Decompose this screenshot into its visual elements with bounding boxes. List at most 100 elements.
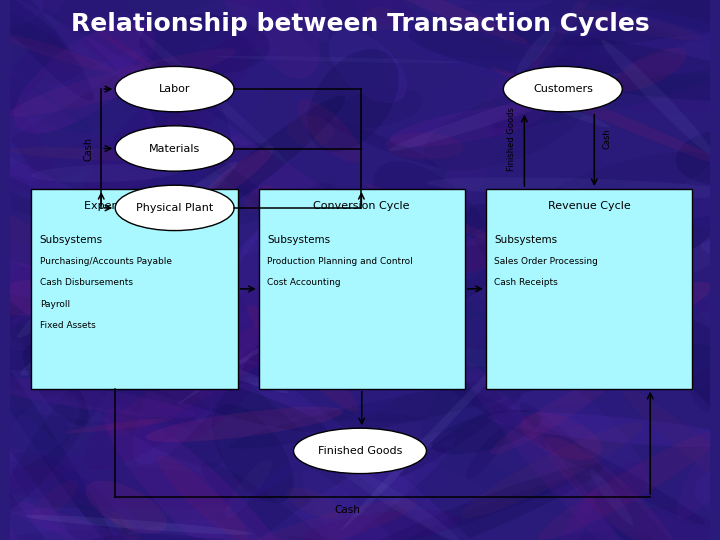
Ellipse shape	[9, 147, 163, 161]
Ellipse shape	[70, 143, 267, 226]
Ellipse shape	[177, 275, 370, 404]
Ellipse shape	[217, 334, 476, 522]
Ellipse shape	[306, 510, 459, 540]
Ellipse shape	[0, 508, 122, 540]
Ellipse shape	[92, 27, 154, 68]
Ellipse shape	[115, 126, 234, 171]
Ellipse shape	[620, 385, 720, 521]
Ellipse shape	[679, 0, 720, 110]
Text: Payroll: Payroll	[40, 300, 70, 309]
Ellipse shape	[0, 0, 162, 65]
Ellipse shape	[280, 188, 418, 239]
Ellipse shape	[246, 305, 359, 413]
Ellipse shape	[114, 51, 279, 252]
Ellipse shape	[494, 324, 600, 346]
Ellipse shape	[0, 188, 15, 259]
Ellipse shape	[0, 530, 201, 540]
Ellipse shape	[0, 282, 148, 363]
Ellipse shape	[214, 183, 341, 352]
Ellipse shape	[250, 0, 329, 42]
Ellipse shape	[77, 505, 240, 540]
Ellipse shape	[0, 294, 117, 540]
Ellipse shape	[560, 462, 647, 540]
Ellipse shape	[0, 0, 94, 100]
Ellipse shape	[336, 255, 462, 349]
Ellipse shape	[423, 87, 586, 171]
Text: Cash: Cash	[335, 505, 361, 515]
Ellipse shape	[121, 0, 366, 32]
Ellipse shape	[24, 515, 252, 535]
Ellipse shape	[106, 0, 323, 147]
FancyBboxPatch shape	[258, 189, 465, 389]
Ellipse shape	[411, 83, 477, 162]
Ellipse shape	[456, 355, 624, 540]
Ellipse shape	[0, 350, 290, 378]
Ellipse shape	[490, 373, 617, 455]
Ellipse shape	[139, 14, 270, 75]
Ellipse shape	[406, 475, 581, 540]
Ellipse shape	[31, 318, 126, 362]
Ellipse shape	[11, 452, 128, 540]
Ellipse shape	[558, 217, 717, 309]
Ellipse shape	[140, 118, 243, 256]
Text: Cost Accounting: Cost Accounting	[267, 278, 341, 287]
Ellipse shape	[84, 273, 309, 469]
Ellipse shape	[0, 465, 269, 509]
Ellipse shape	[165, 355, 261, 443]
Ellipse shape	[23, 345, 89, 426]
Ellipse shape	[503, 0, 720, 46]
Ellipse shape	[0, 363, 70, 451]
Text: Cash Receipts: Cash Receipts	[495, 278, 558, 287]
Ellipse shape	[415, 0, 720, 76]
Ellipse shape	[336, 87, 423, 128]
Ellipse shape	[574, 475, 720, 540]
Ellipse shape	[115, 66, 234, 112]
Ellipse shape	[539, 429, 720, 540]
Ellipse shape	[0, 498, 217, 540]
Ellipse shape	[0, 34, 114, 72]
Ellipse shape	[294, 428, 426, 474]
FancyBboxPatch shape	[486, 189, 692, 389]
Ellipse shape	[178, 200, 263, 288]
Text: Cash: Cash	[84, 137, 94, 160]
Ellipse shape	[318, 450, 459, 540]
Ellipse shape	[0, 48, 147, 199]
Ellipse shape	[366, 186, 580, 324]
Ellipse shape	[567, 308, 628, 354]
Ellipse shape	[0, 0, 43, 30]
Ellipse shape	[575, 235, 720, 375]
Text: Expenditure Cycle: Expenditure Cycle	[84, 201, 185, 211]
Ellipse shape	[302, 469, 469, 540]
Ellipse shape	[258, 168, 447, 302]
Ellipse shape	[423, 308, 516, 368]
Ellipse shape	[66, 0, 413, 24]
Ellipse shape	[0, 0, 19, 65]
Ellipse shape	[78, 352, 326, 433]
Ellipse shape	[649, 313, 720, 511]
Ellipse shape	[0, 23, 95, 272]
Ellipse shape	[275, 334, 452, 379]
Ellipse shape	[0, 208, 58, 271]
Ellipse shape	[521, 413, 602, 460]
Ellipse shape	[57, 143, 181, 368]
Ellipse shape	[201, 462, 421, 540]
Ellipse shape	[398, 436, 590, 521]
Ellipse shape	[163, 345, 405, 420]
Ellipse shape	[376, 342, 511, 540]
Ellipse shape	[0, 0, 146, 140]
Ellipse shape	[660, 0, 720, 40]
Ellipse shape	[63, 185, 109, 251]
Ellipse shape	[390, 105, 546, 147]
Ellipse shape	[212, 404, 293, 503]
Ellipse shape	[0, 481, 16, 540]
Text: Finished Goods: Finished Goods	[318, 446, 402, 456]
Ellipse shape	[0, 394, 80, 468]
Ellipse shape	[0, 402, 100, 540]
Ellipse shape	[0, 293, 215, 430]
Ellipse shape	[132, 208, 305, 465]
Ellipse shape	[0, 91, 109, 213]
Ellipse shape	[0, 538, 229, 540]
Ellipse shape	[0, 15, 89, 210]
Ellipse shape	[179, 136, 426, 326]
Ellipse shape	[341, 322, 541, 530]
